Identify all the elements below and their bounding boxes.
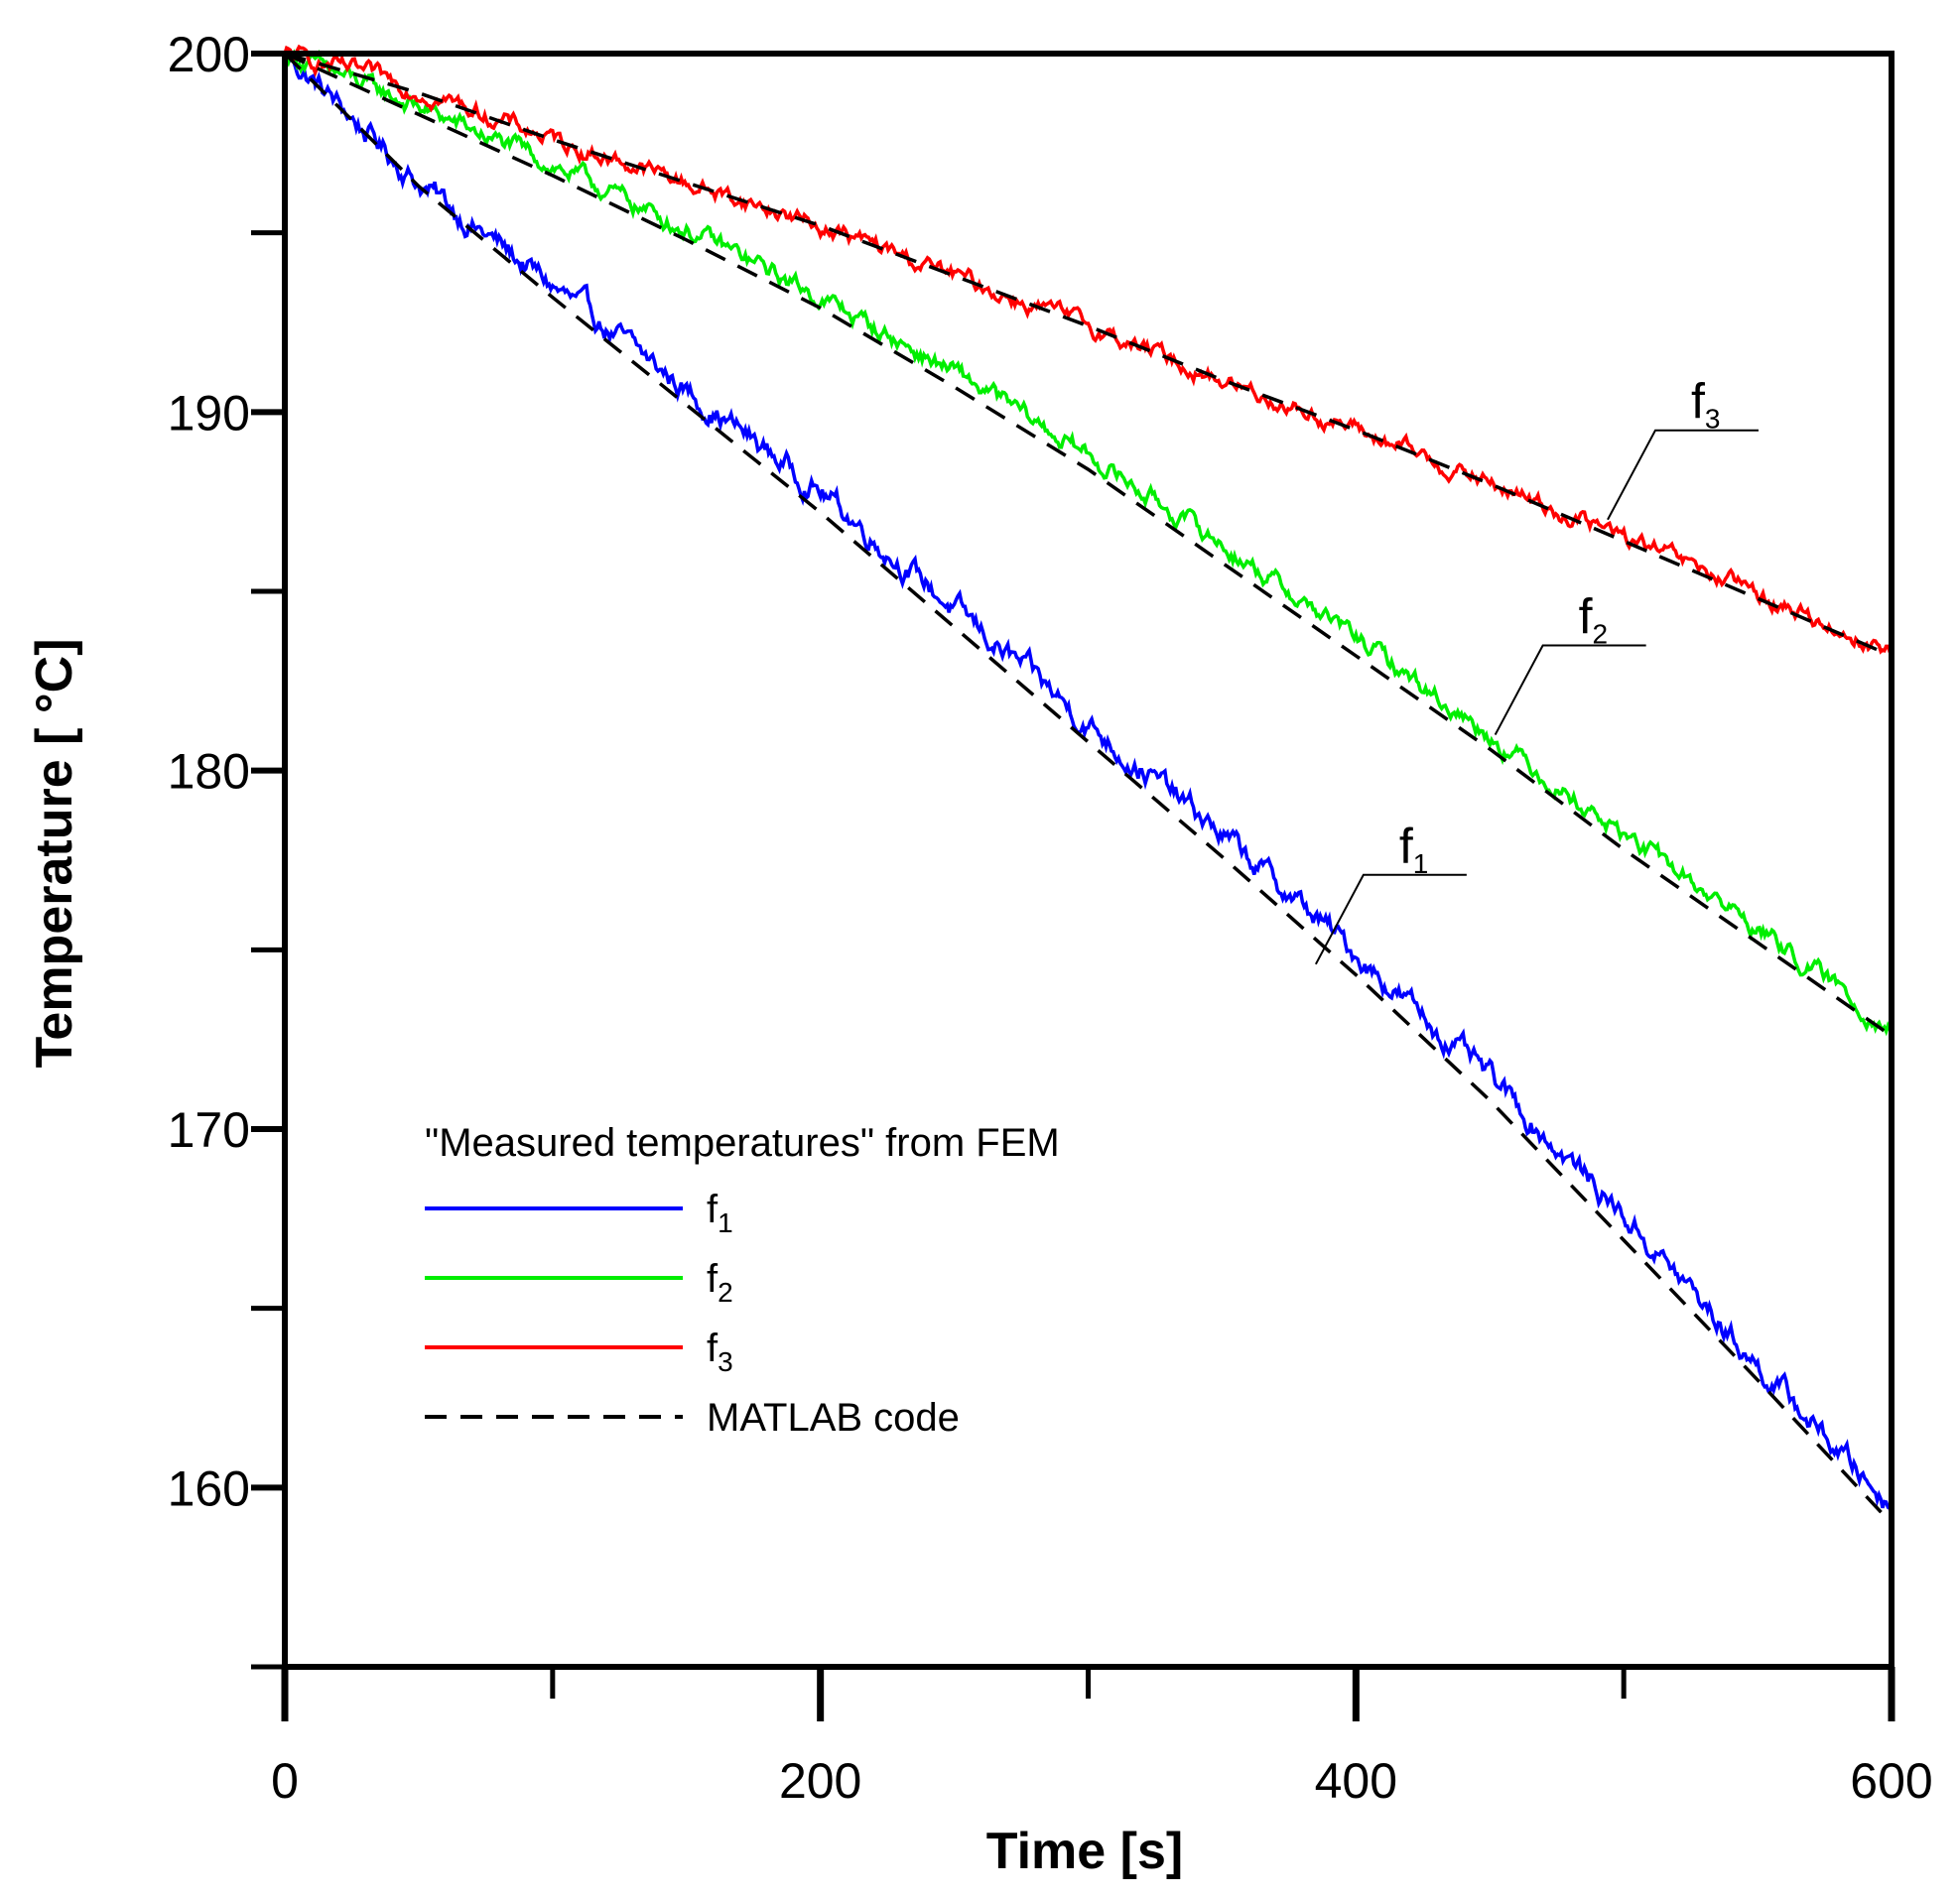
annotation-leader-3 — [1607, 429, 1759, 521]
y-tick-label: 160 — [168, 1460, 250, 1516]
y-tick-label: 190 — [168, 385, 250, 441]
y-tick-label: 180 — [168, 744, 250, 800]
series-f1-measured — [283, 51, 1894, 1517]
x-tick-label: 0 — [271, 1753, 299, 1809]
series-f1-matlab-code — [283, 52, 1894, 1525]
annotation-label-f1: f1 — [1399, 819, 1428, 879]
series-f2-matlab-code — [284, 52, 1894, 1038]
annotation-leader-1 — [1314, 873, 1467, 965]
y-tick-label: 200 — [168, 27, 250, 82]
legend-label-matlab: MATLAB code — [707, 1396, 960, 1440]
legend-label-3: f3 — [707, 1327, 733, 1377]
legend: "Measured temperatures" from FEM f1 f2 f3 MA… — [425, 1121, 1060, 1440]
series-layer — [283, 44, 1894, 1525]
x-tick-label: 600 — [1850, 1753, 1932, 1809]
legend-label-2: f2 — [707, 1257, 733, 1308]
legend-title: "Measured temperatures" from FEM — [425, 1121, 1060, 1165]
plot-frame — [282, 51, 1895, 1670]
x-tick-label: 400 — [1315, 1753, 1397, 1809]
series-f3-measured — [283, 44, 1894, 656]
legend-label-1: f1 — [707, 1188, 733, 1238]
series-f2-measured — [283, 49, 1894, 1037]
annotation-label-f2: f2 — [1579, 589, 1608, 650]
x-tick-label: 200 — [779, 1753, 861, 1809]
annotation-layer: f1 f2 f3 — [1314, 374, 1759, 965]
x-axis-title: Time [s] — [986, 1823, 1183, 1880]
axes-layer: 160 170 180 190 200 0 200 400 600 — [168, 27, 1933, 1809]
y-axis-title: Temperature [ °C] — [26, 638, 83, 1068]
annotation-label-f3: f3 — [1691, 374, 1720, 435]
annotation-leader-2 — [1494, 644, 1646, 736]
y-tick-label: 170 — [168, 1102, 250, 1158]
